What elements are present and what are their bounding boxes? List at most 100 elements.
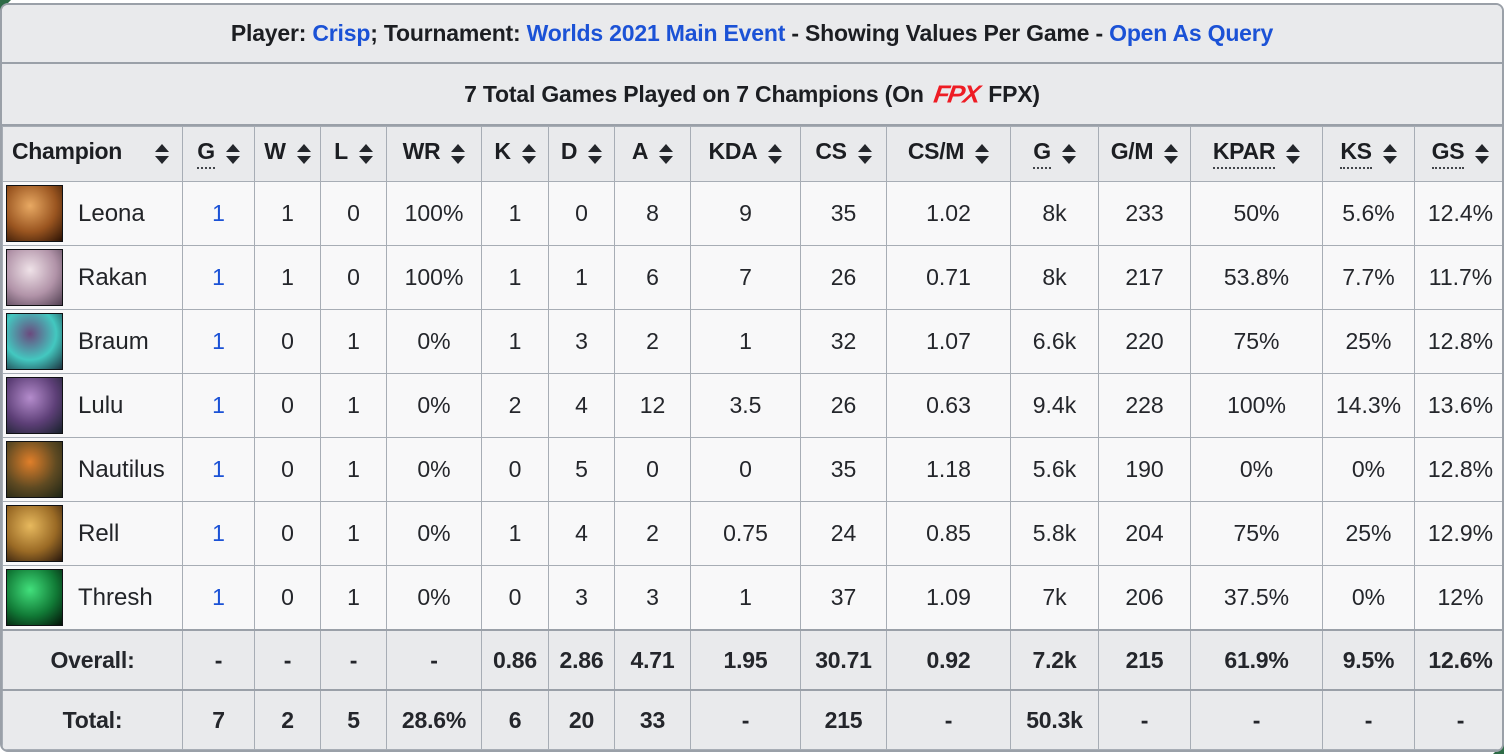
stat-cell: 0.63 (886, 373, 1011, 438)
stat-cell: 0.86 (481, 629, 549, 691)
sort-arrows-icon[interactable] (659, 143, 674, 164)
stat-cell: - (182, 629, 255, 691)
stat-cell: 0.92 (886, 629, 1011, 691)
sort-up-icon (358, 143, 373, 152)
column-header-wins[interactable]: W (254, 126, 321, 182)
column-header-assists[interactable]: A (614, 126, 691, 182)
column-header-kpar[interactable]: KPAR (1190, 126, 1323, 182)
champion-row: Rakan 1 1 0 100% 1 1 6 7 26 0.71 8k 217 53.8% 7.7% 11.… (2, 245, 1502, 310)
stat-cell: 7k (1010, 565, 1099, 631)
sort-down-icon (768, 155, 783, 164)
stat-cell: 3 (548, 565, 615, 631)
sort-arrows-icon[interactable] (358, 143, 373, 164)
sort-up-icon (857, 143, 872, 152)
stat-cell: 12% (1414, 565, 1502, 631)
sort-arrows-icon[interactable] (1382, 143, 1397, 164)
column-header-cs[interactable]: CS (800, 126, 887, 182)
stat-cell: 12.8% (1414, 437, 1502, 502)
games-count-link[interactable]: 1 (212, 264, 225, 290)
sort-arrows-icon[interactable] (225, 143, 240, 164)
stat-cell: 26 (800, 373, 887, 438)
stat-cell: 2 (614, 309, 691, 374)
column-header-kda[interactable]: KDA (690, 126, 801, 182)
sort-arrows-icon[interactable] (1061, 143, 1076, 164)
stat-cell: 5 (320, 689, 387, 750)
column-header-ks[interactable]: KS (1322, 126, 1415, 182)
sort-down-icon (521, 155, 536, 164)
column-label: K (494, 138, 511, 165)
column-header-kills[interactable]: K (481, 126, 549, 182)
games-count-link[interactable]: 1 (212, 520, 225, 546)
column-header-winrate[interactable]: WR (386, 126, 482, 182)
games-count-link[interactable]: 1 (212, 584, 225, 610)
stat-cell: 7.7% (1322, 245, 1415, 310)
sort-arrows-icon[interactable] (588, 143, 603, 164)
sort-up-icon (1164, 143, 1179, 152)
stat-cell: - (254, 629, 321, 691)
sort-up-icon (225, 143, 240, 152)
sort-down-icon (659, 155, 674, 164)
stat-cell: - (1414, 689, 1502, 750)
open-as-query-link[interactable]: Open As Query (1109, 20, 1274, 46)
games-count-link[interactable]: 1 (212, 456, 225, 482)
sort-arrows-icon[interactable] (155, 143, 169, 164)
stat-cell: 0% (1322, 565, 1415, 631)
sort-arrows-icon[interactable] (768, 143, 783, 164)
stat-cell: 1 (182, 501, 255, 566)
sort-arrows-icon[interactable] (1475, 143, 1490, 164)
stat-cell: 1 (481, 245, 549, 310)
games-count-link[interactable]: 1 (212, 392, 225, 418)
column-header-gs[interactable]: GS (1414, 126, 1502, 182)
column-header-games[interactable]: G (182, 126, 255, 182)
column-label: WR (402, 138, 441, 165)
stat-cell: 215 (800, 689, 887, 750)
player-link[interactable]: Crisp (312, 20, 371, 46)
sort-up-icon (155, 143, 169, 152)
stat-cell: 8 (614, 181, 691, 246)
column-header-cspm[interactable]: CS/M (886, 126, 1011, 182)
column-header-gold[interactable]: G (1010, 126, 1099, 182)
stat-cell: 30.71 (800, 629, 887, 691)
sort-down-icon (1475, 155, 1490, 164)
stat-cell: 1 (182, 565, 255, 631)
sort-arrows-icon[interactable] (451, 143, 466, 164)
sort-up-icon (1286, 143, 1301, 152)
stat-cell: 1.95 (690, 629, 801, 691)
sort-arrows-icon[interactable] (857, 143, 872, 164)
column-header-losses[interactable]: L (320, 126, 387, 182)
stat-cell: 206 (1098, 565, 1191, 631)
stat-cell: 2 (614, 501, 691, 566)
sort-down-icon (975, 155, 990, 164)
sort-arrows-icon[interactable] (296, 143, 311, 164)
sort-arrows-icon[interactable] (1286, 143, 1301, 164)
stat-cell: 2 (481, 373, 549, 438)
sort-arrows-icon[interactable] (521, 143, 536, 164)
stat-cell: - (1098, 689, 1191, 750)
sort-up-icon (975, 143, 990, 152)
stat-cell: 0 (254, 373, 321, 438)
sort-arrows-icon[interactable] (975, 143, 990, 164)
column-label: KS (1340, 139, 1372, 169)
sort-down-icon (1164, 155, 1179, 164)
stat-cell: 9 (690, 181, 801, 246)
stat-cell: 1.09 (886, 565, 1011, 631)
column-header-champion[interactable]: Champion (2, 126, 183, 182)
column-label: L (334, 138, 348, 165)
stat-cell: 9.5% (1322, 629, 1415, 691)
games-count-link[interactable]: 1 (212, 200, 225, 226)
games-summary-text: ) (1032, 80, 1040, 107)
sort-arrows-icon[interactable] (1164, 143, 1179, 164)
champion-cell: Leona (2, 181, 183, 246)
stat-cell: 0% (386, 373, 482, 438)
stat-cell: 13.6% (1414, 373, 1502, 438)
column-header-deaths[interactable]: D (548, 126, 615, 182)
stat-cell: 4.71 (614, 629, 691, 691)
stat-cell: - (386, 629, 482, 691)
stat-cell: 37 (800, 565, 887, 631)
games-count-link[interactable]: 1 (212, 328, 225, 354)
stat-cell: 0% (1322, 437, 1415, 502)
stat-cell: 0 (320, 245, 387, 310)
column-header-gpm[interactable]: G/M (1098, 126, 1191, 182)
tournament-link[interactable]: Worlds 2021 Main Event (526, 20, 786, 46)
stat-cell: 1 (182, 181, 255, 246)
